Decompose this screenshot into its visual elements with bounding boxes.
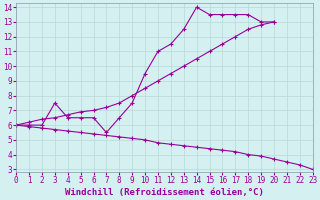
X-axis label: Windchill (Refroidissement éolien,°C): Windchill (Refroidissement éolien,°C): [65, 188, 264, 197]
